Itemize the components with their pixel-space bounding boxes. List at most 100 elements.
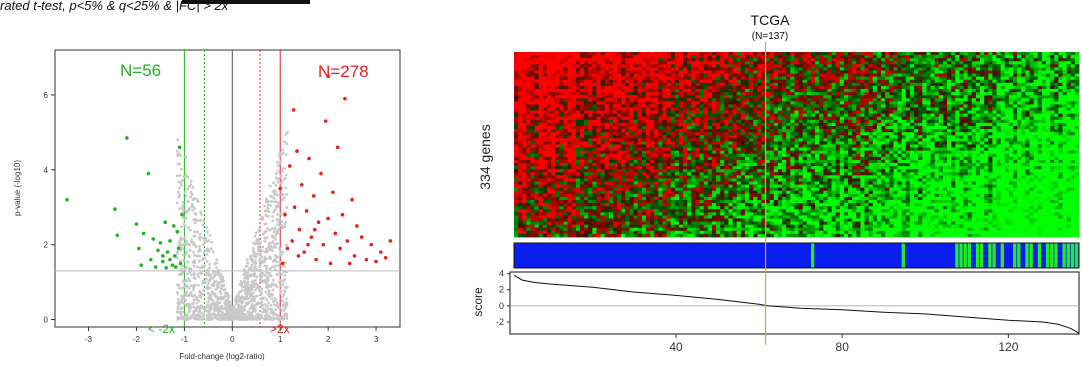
heatmap-cell — [707, 70, 713, 74]
heatmap-cell — [551, 101, 556, 105]
heatmap-cell — [967, 92, 973, 96]
heatmap-cell — [942, 73, 948, 78]
heatmap-cell — [617, 119, 622, 124]
heatmap-cell — [959, 55, 964, 59]
heatmap-cell — [872, 89, 878, 93]
heatmap-cell — [872, 107, 878, 111]
heatmap-cell — [769, 107, 775, 111]
heatmap-cell — [604, 116, 610, 121]
heatmap-cell — [802, 73, 808, 78]
neutral-point — [238, 311, 242, 314]
heatmap-cell — [592, 107, 597, 111]
heatmap-cell — [720, 52, 725, 56]
neutral-point — [232, 308, 236, 312]
heatmap-cell — [1004, 104, 1010, 108]
neutral-point — [188, 279, 192, 283]
heatmap-cell — [1008, 79, 1014, 84]
neutral-point — [213, 309, 217, 312]
heatmap-cell — [947, 89, 952, 93]
neutral-point — [189, 228, 192, 232]
heatmap-cell — [914, 89, 919, 93]
heatmap-cell — [889, 55, 894, 59]
heatmap-cell — [1037, 55, 1043, 59]
heatmap-cell — [848, 85, 853, 90]
heatmap-cell — [749, 89, 754, 93]
heatmap-cell — [798, 67, 804, 71]
heatmap-cell — [658, 119, 663, 124]
heatmap-cell — [567, 82, 573, 87]
heatmap-cell — [711, 82, 717, 87]
heatmap-cell — [790, 89, 795, 93]
heatmap-cell — [736, 64, 742, 68]
heatmap-cell — [654, 55, 659, 59]
heatmap-cell — [1037, 104, 1043, 108]
heatmap-cell — [963, 107, 969, 111]
heatmap-cell — [1070, 113, 1076, 118]
heatmap-cell — [596, 122, 601, 127]
heatmap-cell — [592, 76, 597, 81]
neutral-point — [283, 273, 287, 277]
heatmap-cell — [621, 55, 626, 59]
heatmap-cell — [699, 92, 705, 96]
heatmap-cell — [827, 55, 832, 59]
heatmap-cell — [860, 119, 865, 124]
neutral-point — [252, 274, 256, 278]
heatmap-cell — [683, 58, 688, 62]
heatmap-cell — [720, 113, 725, 118]
heatmap-cell — [658, 70, 663, 74]
heatmap-cell — [885, 101, 890, 105]
heatmap-cell — [769, 95, 775, 99]
heatmap-cell — [777, 126, 783, 130]
heatmap-cell — [1070, 85, 1076, 90]
heatmap-cell — [914, 95, 919, 99]
heatmap-cell — [1050, 61, 1055, 65]
heatmap-cell — [951, 113, 956, 118]
heatmap-cell — [975, 107, 981, 111]
heatmap-cell — [901, 98, 907, 102]
heatmap-cell — [765, 122, 771, 127]
heatmap-cell — [720, 89, 725, 93]
heatmap-cell — [860, 95, 865, 99]
heatmap-cell — [757, 119, 762, 124]
heatmap-cell — [1033, 107, 1039, 111]
heatmap-cell — [984, 104, 989, 108]
heatmap-cell — [823, 104, 828, 108]
heatmap-cell — [1054, 89, 1059, 93]
heatmap-cell — [889, 119, 894, 124]
heatmap-cell — [707, 92, 713, 96]
heatmap-cell — [555, 55, 560, 59]
heatmap-cell — [909, 119, 915, 124]
neutral-point — [268, 283, 271, 287]
heatmap-cell — [856, 82, 861, 87]
heatmap-cell — [608, 85, 614, 90]
heatmap-cell — [1029, 110, 1035, 115]
heatmap-cell — [1062, 73, 1068, 78]
heatmap-cell — [782, 122, 787, 127]
heatmap-cell — [720, 126, 725, 130]
heatmap-cell — [699, 101, 705, 105]
neutral-point — [271, 190, 275, 194]
heatmap-cell — [629, 129, 634, 133]
heatmap-cell — [955, 98, 960, 102]
heatmap-cell — [831, 110, 837, 115]
heatmap-cell — [1074, 116, 1080, 121]
heatmap-cell — [901, 79, 907, 84]
heatmap-cell — [860, 113, 865, 118]
neutral-point — [275, 172, 278, 175]
heatmap-cell — [559, 122, 564, 127]
heatmap-cell — [707, 116, 713, 121]
heatmap-cell — [629, 101, 634, 105]
heatmap-cell — [963, 85, 969, 90]
heatmap-cell — [1066, 67, 1072, 71]
heatmap-cell — [909, 82, 915, 87]
heatmap-cell — [885, 64, 890, 68]
heatmap-cell — [1029, 85, 1035, 90]
heatmap-cell — [724, 104, 729, 108]
heatmap-cell — [621, 64, 626, 68]
down-point — [141, 231, 146, 236]
heatmap-cell — [893, 122, 898, 127]
neutral-point — [244, 285, 248, 289]
heatmap-cell — [650, 116, 655, 121]
heatmap-cell — [835, 95, 841, 99]
heatmap-cell — [885, 95, 890, 99]
